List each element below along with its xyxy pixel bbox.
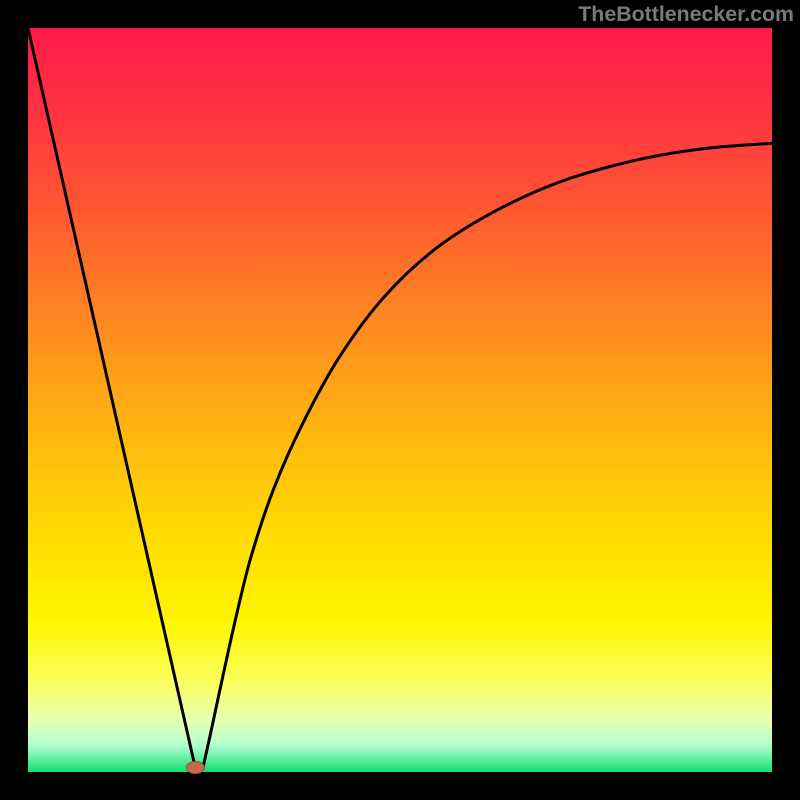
chart-background [28, 28, 772, 772]
bottleneck-chart [0, 0, 800, 800]
watermark-text: TheBottlenecker.com [578, 2, 794, 27]
chart-container: TheBottlenecker.com [0, 0, 800, 800]
optimum-marker [186, 762, 204, 774]
